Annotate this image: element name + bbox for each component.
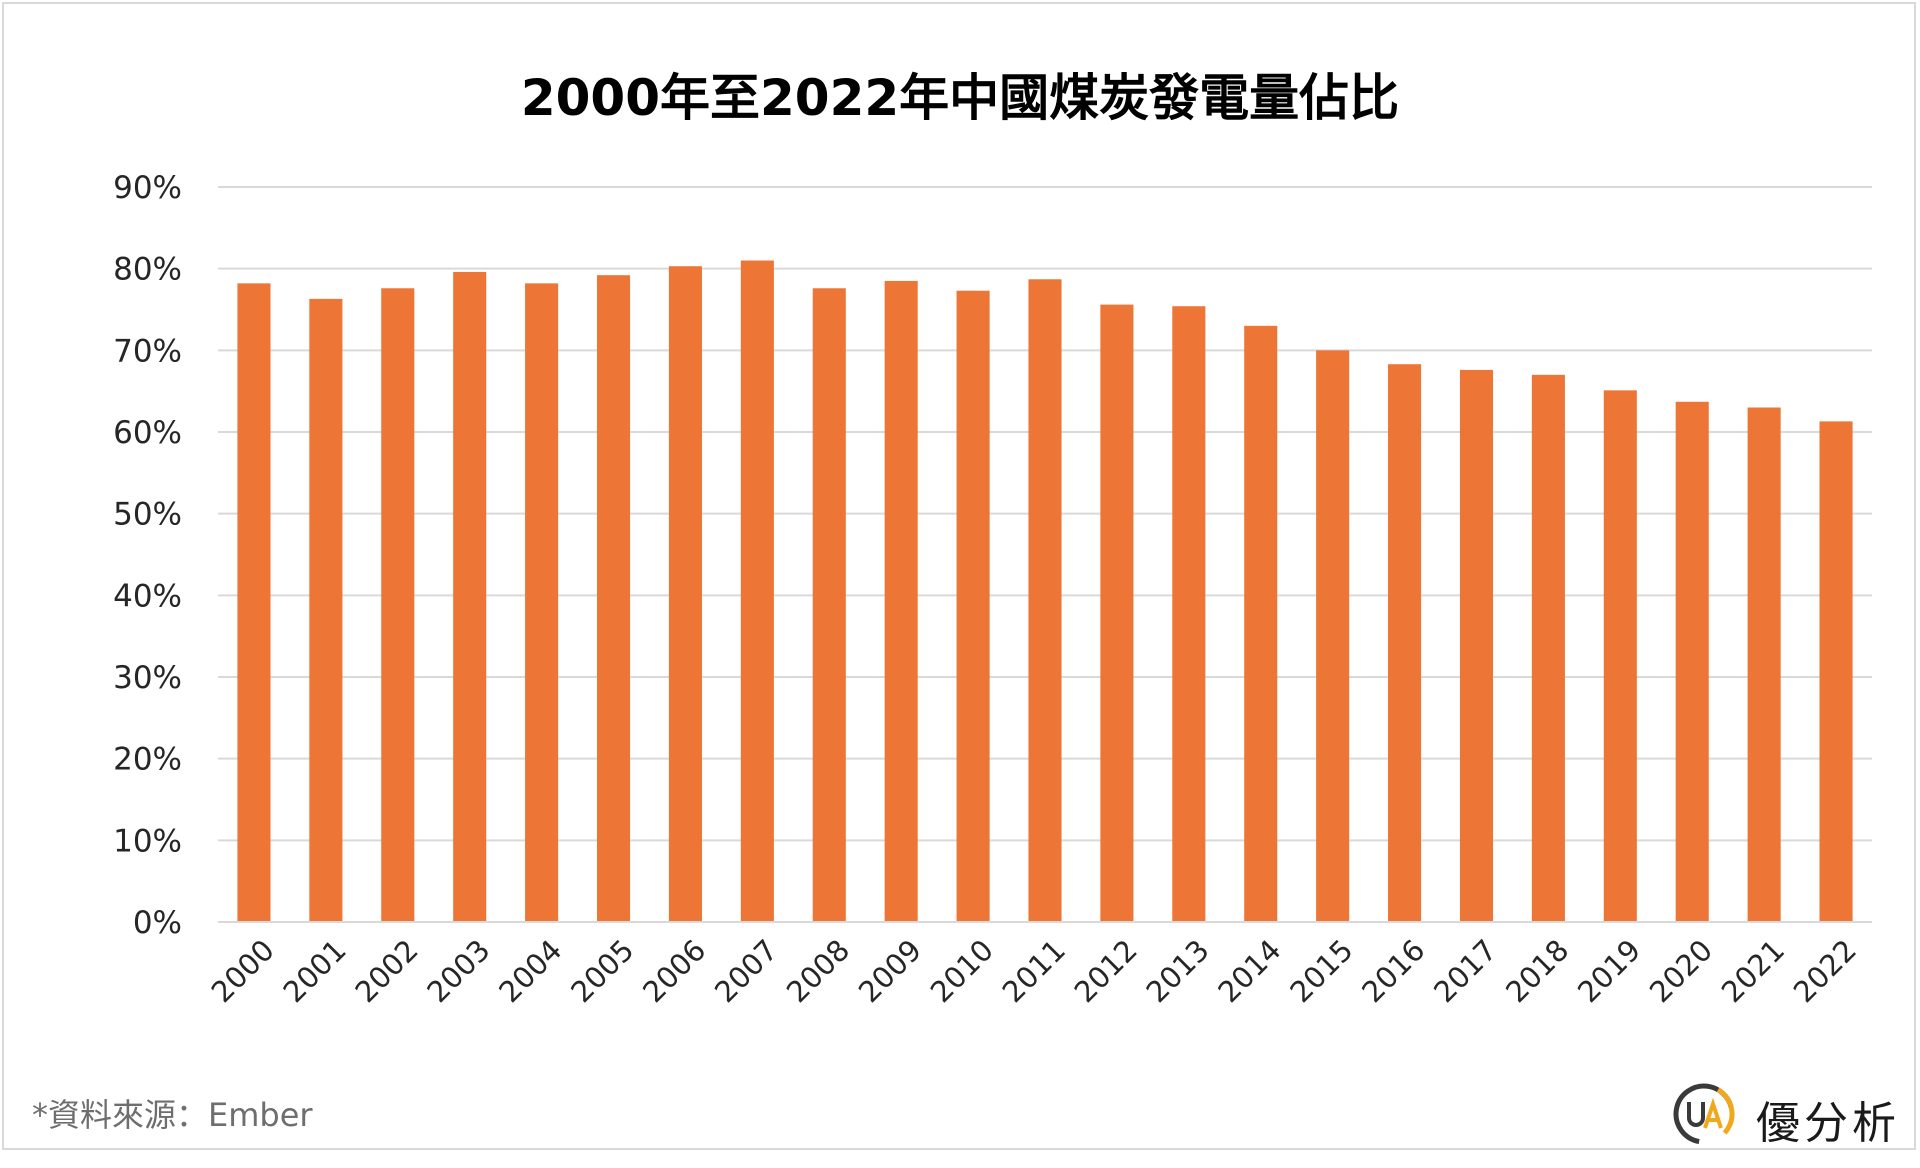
y-tick-label: 90% <box>113 170 182 206</box>
y-tick-label: 30% <box>113 660 182 696</box>
x-tick-label: 2013 <box>1140 933 1216 1009</box>
x-tick-label: 2010 <box>924 933 1000 1009</box>
brand-name: 優分析 <box>1756 1098 1900 1149</box>
x-tick-label: 2021 <box>1715 933 1791 1009</box>
bar <box>884 280 918 923</box>
chart-title: 2000年至2022年中國煤炭發電量佔比 <box>520 69 1400 127</box>
bar <box>668 266 702 922</box>
bar <box>1172 306 1206 922</box>
bar <box>1531 374 1565 922</box>
bar <box>740 260 774 922</box>
x-tick-label: 2011 <box>996 933 1072 1009</box>
bar <box>1603 390 1637 923</box>
y-tick-label: 20% <box>113 742 182 778</box>
bar <box>1459 369 1494 922</box>
bar <box>812 288 846 922</box>
bar <box>1819 421 1853 922</box>
bar <box>1675 401 1709 922</box>
x-tick-label: 2019 <box>1571 933 1647 1009</box>
x-tick-label: 2002 <box>348 933 424 1009</box>
y-tick-label: 10% <box>113 823 182 859</box>
bar <box>525 283 559 922</box>
source-note: *資料來源：Ember <box>32 1096 313 1134</box>
x-tick-label: 2006 <box>636 933 712 1009</box>
x-tick-label: 2018 <box>1499 933 1575 1009</box>
x-tick-label: 2001 <box>277 933 353 1009</box>
y-tick-label: 50% <box>113 497 182 533</box>
x-tick-label: 2020 <box>1643 933 1719 1009</box>
y-tick-label: 70% <box>113 333 182 369</box>
x-tick-label: 2012 <box>1068 933 1144 1009</box>
bar <box>1028 279 1062 922</box>
x-tick-label: 2009 <box>852 933 928 1009</box>
bar <box>309 298 343 923</box>
x-tick-label: 2000 <box>205 933 281 1009</box>
bar <box>381 288 415 922</box>
x-tick-label: 2008 <box>780 933 856 1009</box>
x-tick-label: 2016 <box>1355 933 1431 1009</box>
bar <box>1388 364 1422 922</box>
y-tick-label: 40% <box>113 578 182 614</box>
bar <box>1747 407 1781 922</box>
x-tick-label: 2014 <box>1211 933 1287 1009</box>
x-tick-label: 2015 <box>1283 933 1359 1009</box>
y-tick-label: 60% <box>113 415 182 451</box>
y-tick-label: 80% <box>113 252 182 288</box>
x-tick-label: 2003 <box>420 933 496 1009</box>
x-tick-label: 2022 <box>1787 933 1863 1009</box>
bar <box>237 283 271 922</box>
x-tick-label: 2004 <box>492 933 568 1009</box>
x-tick-label: 2007 <box>708 933 784 1009</box>
bar <box>1100 304 1134 923</box>
bar <box>453 271 487 922</box>
ua-logo-icon <box>1673 1083 1735 1145</box>
bar <box>1316 350 1350 922</box>
bar <box>596 275 631 922</box>
x-tick-label: 2017 <box>1427 933 1503 1009</box>
y-tick-label: 0% <box>133 905 182 941</box>
x-tick-label: 2005 <box>564 933 640 1009</box>
bar <box>1244 325 1278 922</box>
brand: 優分析 <box>1672 1082 1902 1149</box>
bar <box>956 290 990 922</box>
